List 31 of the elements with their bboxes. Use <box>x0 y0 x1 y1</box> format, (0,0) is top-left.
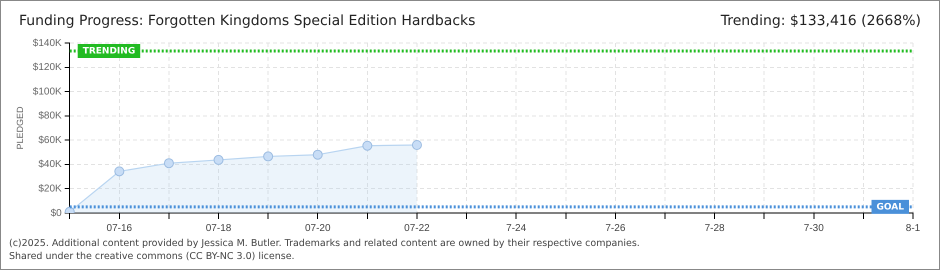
y-tick-label: $80K <box>38 110 62 122</box>
x-tick-label: 7-26 <box>605 222 626 234</box>
y-axis-title: PLEDGED <box>14 106 25 150</box>
chart-title: Funding Progress: Forgotten Kingdoms Special Edition Hardbacks <box>19 13 476 29</box>
point <box>164 158 174 168</box>
point <box>412 140 422 150</box>
x-tick-label: 7-24 <box>506 222 527 234</box>
x-tick-label: 7-28 <box>704 222 726 234</box>
x-tick-label: 07-18 <box>206 222 232 234</box>
text: Shared under the creative commons (CC BY-NC 3.0) license. <box>9 250 296 263</box>
y-tick-label: $0 <box>50 208 62 219</box>
point <box>263 151 274 162</box>
y-tick-label: $140K <box>32 38 62 49</box>
x-tick-label: 8-1 <box>906 222 921 234</box>
point <box>214 154 224 165</box>
x-tick-label: 07-16 <box>106 222 133 234</box>
y-tick-label: $60K <box>38 134 62 146</box>
chart-subtitle: Trending: $133,416 (2668%) <box>720 13 921 29</box>
y-tick-label: $20K <box>38 183 62 194</box>
y-tick-label: $100K <box>32 86 62 98</box>
text: (c)2025. Additional content provided by Jessica M. Butler. Trademarks and related content are owned by their respective companies. <box>9 237 640 250</box>
x-tick-label: 07-22 <box>404 222 430 234</box>
ref-line-label: TRENDING <box>82 46 136 56</box>
point <box>312 150 323 160</box>
x-tick-label: 7-30 <box>804 222 824 234</box>
y-tick-label: $120K <box>32 62 62 74</box>
point <box>362 140 372 151</box>
ref-line-label: GOAL <box>876 202 904 212</box>
y-tick-label: $40K <box>38 159 62 170</box>
point <box>114 166 124 176</box>
x-tick-label: 07-20 <box>304 222 331 234</box>
